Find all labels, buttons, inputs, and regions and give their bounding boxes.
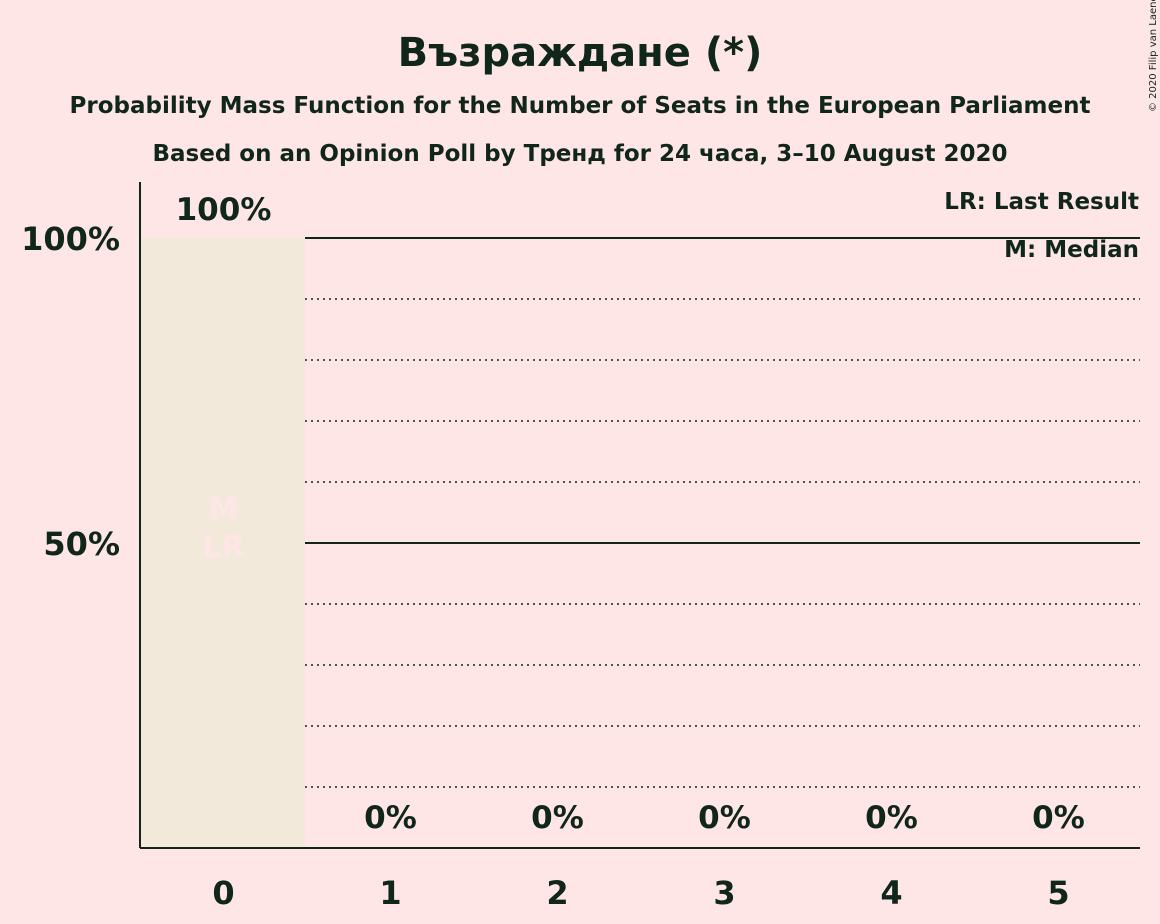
legend-last-result: LR: Last Result [944,189,1139,215]
x-tick-label: 1 [379,874,401,912]
copyright-text: © 2020 Filip van Laenen [1148,0,1159,112]
value-label: 100% [176,192,272,228]
x-tick-label: 0 [212,874,234,912]
chart-title: Възраждане (*) [398,30,763,76]
y-tick-label: 100% [21,220,120,258]
value-label: 0% [364,800,417,836]
median-marker: M [209,492,239,527]
x-tick-label: 5 [1047,874,1069,912]
last-result-marker: LR [202,530,244,565]
chart-source: Based on an Opinion Poll by Тренд for 24… [153,141,1008,167]
x-tick-label: 4 [880,874,902,912]
value-label: 0% [1032,800,1085,836]
legend-median: M: Median [1004,237,1139,263]
bar-0 [140,238,305,848]
x-tick-label: 3 [713,874,735,912]
x-tick-label: 2 [546,874,568,912]
value-label: 0% [531,800,584,836]
value-label: 0% [698,800,751,836]
chart-subtitle: Probability Mass Function for the Number… [70,93,1091,119]
y-tick-label: 50% [43,525,120,563]
value-label: 0% [865,800,918,836]
